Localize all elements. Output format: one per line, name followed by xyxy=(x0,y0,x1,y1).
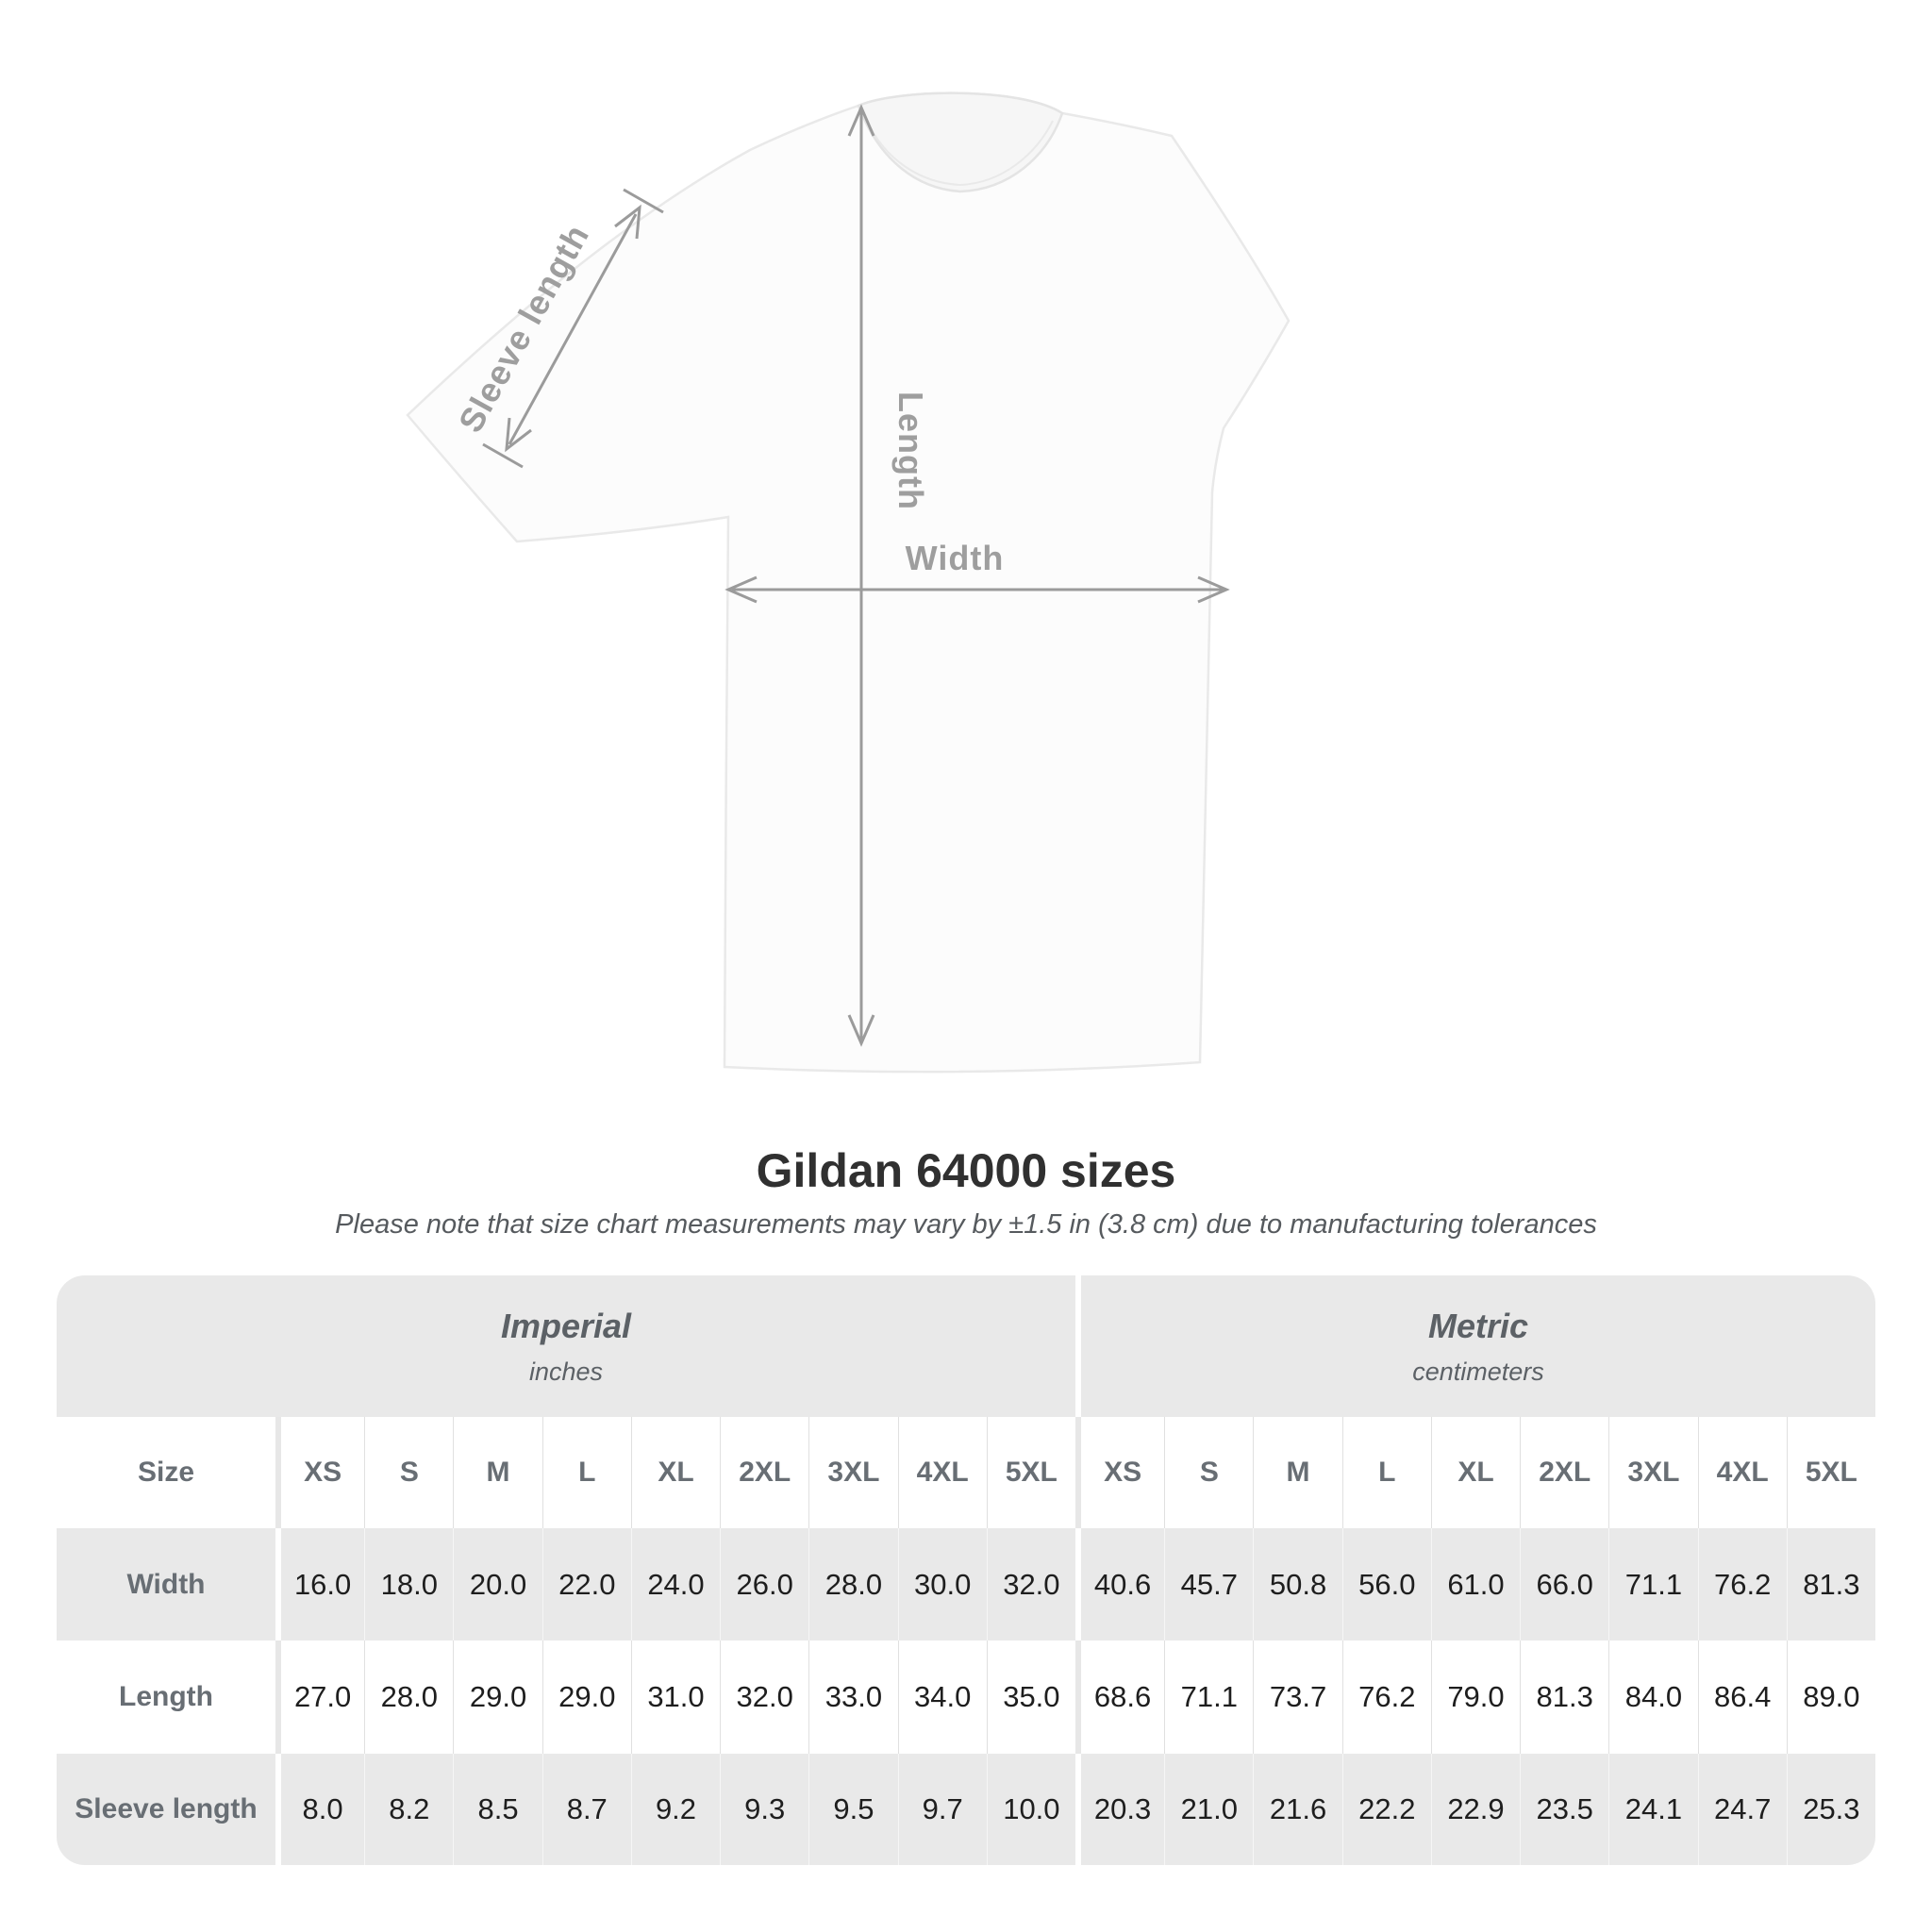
table-cell: 71.1 xyxy=(1608,1528,1698,1641)
size-col-header-l: L xyxy=(541,1417,631,1528)
table-cell: 9.5 xyxy=(808,1754,898,1865)
size-col-header-3xl: 3XL xyxy=(808,1417,898,1528)
table-cell: 24.0 xyxy=(630,1528,721,1641)
size-col-header-2xl: 2XL xyxy=(1520,1417,1609,1528)
table-cell: 76.2 xyxy=(1341,1641,1431,1754)
table-cell: 56.0 xyxy=(1341,1528,1431,1641)
table-cell: 76.2 xyxy=(1697,1528,1787,1641)
size-col-header-2xl: 2XL xyxy=(720,1417,809,1528)
table-cell: 20.0 xyxy=(453,1528,542,1641)
tshirt-outline xyxy=(406,92,1291,1074)
imperial-section-header: Imperial inches xyxy=(57,1275,1075,1417)
table-cell: 45.7 xyxy=(1164,1528,1254,1641)
table-cell: 50.8 xyxy=(1253,1528,1342,1641)
table-cell: 9.7 xyxy=(897,1754,987,1865)
size-col-header-m: M xyxy=(453,1417,542,1528)
table-cell: 86.4 xyxy=(1697,1641,1787,1754)
collar-rib-seam xyxy=(865,118,1054,187)
size-col-header-4xl: 4XL xyxy=(897,1417,987,1528)
width-label: Width xyxy=(906,539,1005,577)
table-cell: 26.0 xyxy=(720,1528,809,1641)
table-cell: 35.0 xyxy=(986,1641,1075,1754)
table-cell: 32.0 xyxy=(720,1641,809,1754)
size-col-header-xl: XL xyxy=(1430,1417,1521,1528)
tshirt-illustration: Sleeve length Length Width xyxy=(406,92,1291,1074)
table-cell: 22.2 xyxy=(1341,1754,1431,1865)
table-cell: 9.2 xyxy=(630,1754,721,1865)
size-col-header-m: M xyxy=(1253,1417,1342,1528)
size-col-header-5xl: 5XL xyxy=(986,1417,1075,1528)
table-cell: 84.0 xyxy=(1608,1641,1698,1754)
tolerance-note: Please note that size chart measurements… xyxy=(335,1209,1597,1240)
table-cell: 22.0 xyxy=(541,1528,631,1641)
table-cell: 71.1 xyxy=(1164,1641,1254,1754)
imperial-unit: inches xyxy=(528,1357,604,1386)
size-col-header-4xl: 4XL xyxy=(1697,1417,1787,1528)
imperial-label: Imperial xyxy=(500,1306,632,1345)
table-cell: 22.9 xyxy=(1430,1754,1521,1865)
tshirt-diagram: Sleeve length Length Width xyxy=(406,92,1291,1074)
size-col-header-xs: XS xyxy=(275,1417,365,1528)
size-col-header-s: S xyxy=(364,1417,454,1528)
size-col-header-5xl: 5XL xyxy=(1786,1417,1875,1528)
sleeve-length-arrow xyxy=(482,188,664,469)
table-cell: 16.0 xyxy=(275,1528,365,1641)
length-arrow xyxy=(847,104,875,1047)
row-label-width: Width xyxy=(57,1528,275,1641)
table-cell: 73.7 xyxy=(1253,1641,1342,1754)
table-cell: 8.5 xyxy=(453,1754,542,1865)
size-col-header-s: S xyxy=(1164,1417,1254,1528)
table-cell: 33.0 xyxy=(808,1641,898,1754)
row-label-sleeve-length: Sleeve length xyxy=(57,1754,275,1865)
table-cell: 24.1 xyxy=(1608,1754,1698,1865)
table-cell: 40.6 xyxy=(1074,1528,1165,1641)
table-cell: 9.3 xyxy=(720,1754,809,1865)
table-cell: 61.0 xyxy=(1430,1528,1521,1641)
table-cell: 89.0 xyxy=(1786,1641,1875,1754)
table-cell: 10.0 xyxy=(986,1754,1075,1865)
table-cell: 24.7 xyxy=(1697,1754,1787,1865)
table-cell: 29.0 xyxy=(453,1641,542,1754)
table-cell: 81.3 xyxy=(1520,1641,1609,1754)
size-corner-label: Size xyxy=(57,1417,275,1528)
table-cell: 20.3 xyxy=(1074,1754,1165,1865)
size-col-header-l: L xyxy=(1341,1417,1431,1528)
size-col-header-xs: XS xyxy=(1074,1417,1165,1528)
table-cell: 8.2 xyxy=(364,1754,454,1865)
table-cell: 8.0 xyxy=(275,1754,365,1865)
size-col-header-3xl: 3XL xyxy=(1608,1417,1698,1528)
width-arrow xyxy=(724,575,1230,604)
table-cell: 28.0 xyxy=(808,1528,898,1641)
table-cell: 21.6 xyxy=(1253,1754,1342,1865)
table-cell: 28.0 xyxy=(364,1641,454,1754)
table-cell: 32.0 xyxy=(986,1528,1075,1641)
table-cell: 31.0 xyxy=(630,1641,721,1754)
table-cell: 23.5 xyxy=(1520,1754,1609,1865)
size-table: Imperial inches Metric centimeters Size X… xyxy=(57,1275,1875,1865)
table-cell: 25.3 xyxy=(1786,1754,1875,1865)
metric-label: Metric xyxy=(1427,1306,1528,1345)
table-cell: 68.6 xyxy=(1074,1641,1165,1754)
metric-unit: centimeters xyxy=(1412,1357,1544,1386)
table-cell: 34.0 xyxy=(897,1641,987,1754)
table-cell: 27.0 xyxy=(275,1641,365,1754)
table-cell: 8.7 xyxy=(541,1754,631,1865)
size-col-header-xl: XL xyxy=(630,1417,721,1528)
table-cell: 66.0 xyxy=(1520,1528,1609,1641)
length-label: Length xyxy=(891,391,930,510)
table-cell: 79.0 xyxy=(1430,1641,1521,1754)
table-cell: 21.0 xyxy=(1164,1754,1254,1865)
table-cell: 81.3 xyxy=(1786,1528,1875,1641)
row-label-length: Length xyxy=(57,1641,275,1754)
table-cell: 29.0 xyxy=(541,1641,631,1754)
metric-section-header: Metric centimeters xyxy=(1074,1275,1875,1417)
table-cell: 18.0 xyxy=(364,1528,454,1641)
page-title: Gildan 64000 sizes xyxy=(756,1144,1176,1197)
table-cell: 30.0 xyxy=(897,1528,987,1641)
